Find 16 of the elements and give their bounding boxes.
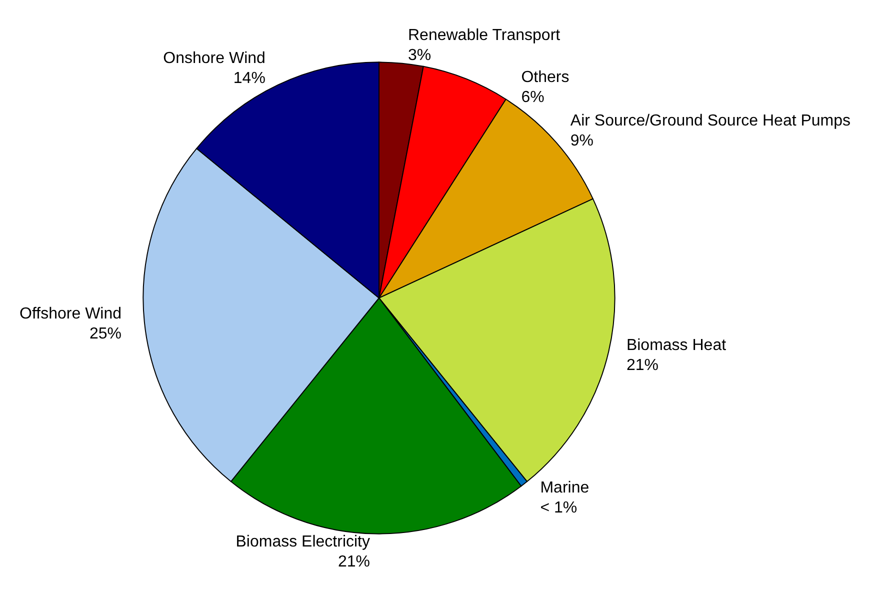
- data-label: 14%: [233, 70, 266, 88]
- slice-label: Renewable Transport: [408, 26, 561, 44]
- slice-label: Onshore Wind: [163, 50, 266, 68]
- data-label: 21%: [626, 357, 658, 374]
- data-label: 3%: [408, 46, 432, 64]
- data-label: < 1%: [540, 500, 578, 517]
- slice-label: Biomass Electricity: [236, 533, 370, 550]
- data-label: 25%: [89, 326, 122, 342]
- data-label: 9%: [570, 132, 594, 150]
- slice-label: Others: [521, 68, 570, 86]
- slice-label: Biomass Heat: [626, 337, 727, 354]
- slice-label: Offshore Wind: [20, 306, 122, 322]
- slice-label: Air Source/Ground Source Heat Pumps: [570, 112, 851, 130]
- data-label: 6%: [521, 88, 544, 106]
- data-label: 21%: [338, 553, 370, 570]
- slice-label: Marine: [540, 480, 590, 497]
